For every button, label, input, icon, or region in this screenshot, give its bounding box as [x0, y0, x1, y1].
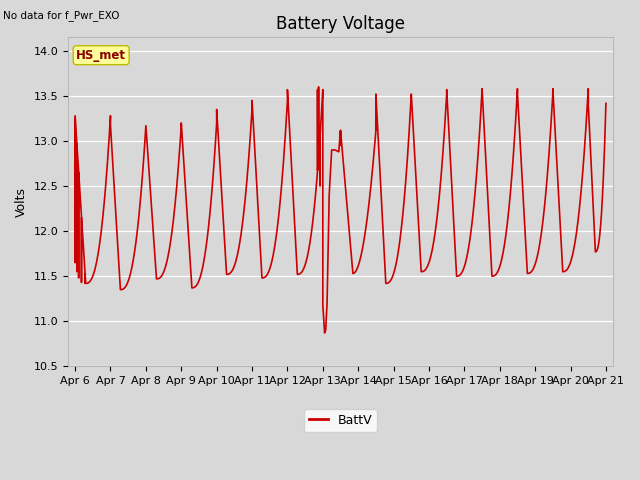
Text: No data for f_Pwr_EXO: No data for f_Pwr_EXO: [3, 11, 120, 22]
Text: HS_met: HS_met: [76, 48, 126, 62]
Title: Battery Voltage: Battery Voltage: [276, 15, 405, 33]
Legend: BattV: BattV: [304, 409, 377, 432]
Y-axis label: Volts: Volts: [15, 187, 28, 217]
